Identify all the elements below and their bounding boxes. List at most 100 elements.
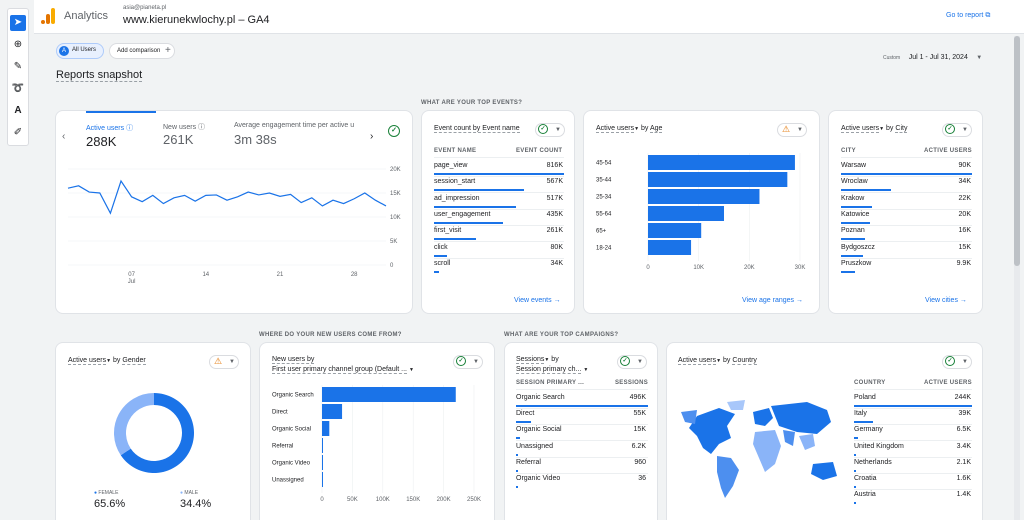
metric-tab-new-users[interactable]: New users ⓘ 261K — [163, 111, 223, 151]
view-cities-link[interactable]: View cities → — [925, 297, 967, 304]
prev-metric-arrow[interactable]: ‹ — [62, 131, 66, 142]
table-row-value: 2.1K — [956, 458, 971, 466]
legend-label: MALE — [184, 490, 199, 496]
table-divider — [854, 456, 972, 458]
table-row-bar — [516, 469, 518, 472]
text-tool-icon[interactable]: A — [14, 105, 22, 116]
age-status-dropdown[interactable]: ⚠ ▼ — [777, 123, 807, 137]
channel-bar-chart: 0 50K 100K 150K 200K 250K Organic Search Direct… — [272, 385, 481, 503]
gender-status-dropdown[interactable]: ⚠ ▼ — [209, 355, 239, 369]
legend-female: ● FEMALE 65.6% — [94, 490, 126, 510]
category-label: 65+ — [596, 229, 607, 235]
table-row-value: 435K — [546, 210, 563, 218]
metric-tab-engagement[interactable]: Average engagement time per active u 3m … — [234, 111, 366, 151]
metric-tab-active-users[interactable]: Active users ⓘ 288K — [86, 111, 156, 151]
next-metric-arrow[interactable]: › — [370, 131, 374, 142]
view-age-ranges-link[interactable]: View age ranges → — [742, 297, 803, 304]
table-row-value: 960 — [634, 458, 646, 466]
pointer-tool-icon[interactable]: ➤ — [10, 15, 26, 31]
campaign-status-dropdown[interactable]: ✓ ▼ — [617, 355, 647, 369]
city-status-dropdown[interactable]: ✓ ▼ — [942, 123, 972, 137]
add-comparison-button[interactable]: Add comparison + — [109, 43, 175, 59]
plus-icon: + — [165, 45, 171, 56]
lasso-tool-icon[interactable]: ➰ — [11, 83, 25, 94]
property-name[interactable]: www.kierunekwlochy.pl – GA4 — [123, 14, 270, 26]
table-row-bar — [854, 453, 856, 456]
table-row-value: 36 — [638, 475, 646, 482]
category-label: Unassigned — [272, 478, 304, 484]
x-tick-label: 14 — [202, 272, 209, 278]
table-row-bar — [516, 437, 520, 440]
x-tick-label: 30K — [795, 265, 806, 271]
table-divider — [434, 241, 564, 243]
table-row-name: Pruszkow — [841, 259, 872, 267]
campaign-col-name: SESSION PRIMARY ... — [516, 380, 585, 386]
metric-label: Average engagement time per active u — [234, 122, 355, 129]
campaign-col-sessions: SESSIONS — [615, 380, 649, 386]
table-row-name: user_engagement — [434, 210, 491, 218]
table-row-name: Unassigned — [516, 442, 553, 450]
table-divider — [854, 408, 972, 409]
scrollbar-thumb[interactable] — [1014, 36, 1020, 266]
country-status-dropdown[interactable]: ✓ ▼ — [942, 355, 972, 369]
table-row-value: 22K — [958, 194, 971, 202]
gender-card-title: Active users▼ by Gender — [68, 357, 146, 365]
x-tick-label: 150K — [406, 497, 420, 503]
info-icon: ⓘ — [126, 125, 134, 132]
table-row-bar — [434, 205, 516, 208]
donut-slice-male — [114, 393, 154, 456]
arrow-right-icon: → — [553, 297, 561, 304]
table-divider — [841, 157, 972, 158]
zoom-tool-icon[interactable]: ⊕ — [13, 39, 23, 50]
highlight-tool-icon[interactable]: ✐ — [13, 127, 23, 138]
go-to-report-link[interactable]: Go to report ⧉ — [946, 12, 990, 20]
view-events-link[interactable]: View events → — [514, 297, 561, 304]
table-row-bar — [841, 270, 856, 273]
category-label: Organic Social — [272, 427, 311, 433]
bar-55-64 — [648, 206, 724, 221]
table-row-bar — [516, 453, 518, 456]
date-range-picker[interactable]: Custom Jul 1 - Jul 31, 2024 ▼ — [883, 46, 987, 61]
table-divider — [841, 208, 972, 210]
table-divider — [854, 440, 972, 442]
table-row-name: Katowice — [841, 210, 870, 218]
table-row-value: 6.2K — [631, 442, 646, 450]
table-divider — [434, 257, 564, 259]
segment-chip[interactable]: A All Users — [56, 43, 104, 59]
table-row-value: 15K — [958, 243, 971, 251]
scrollbar[interactable] — [1014, 36, 1020, 520]
date-custom-label: Custom — [883, 55, 901, 61]
annotation-toolbar: ➤ ⊕ ✎ ➰ A ✐ — [7, 8, 29, 146]
category-label: Referral — [272, 444, 293, 450]
table-divider — [516, 424, 648, 426]
table-divider — [434, 192, 564, 194]
table-row-bar — [434, 221, 503, 224]
campaign-title-1: Sessions▼ by — [516, 356, 559, 364]
chevron-down-icon: ▼ — [637, 359, 643, 365]
table-row-value: 3.4K — [956, 442, 971, 450]
channel-status-dropdown[interactable]: ✓ ▼ — [453, 355, 483, 369]
events-status-dropdown[interactable]: ✓ ▼ — [535, 123, 565, 137]
gender-card: Active users▼ by Gender ⚠ ▼ ● FEMALE 65.… — [55, 342, 251, 520]
metric-value: 288K — [86, 134, 117, 149]
category-label: Direct — [272, 410, 288, 416]
table-divider — [841, 257, 972, 259]
app-title: Analytics — [64, 10, 109, 22]
chevron-down-icon: ▼ — [473, 359, 479, 365]
table-row-name: page_view — [434, 162, 468, 169]
table-row-bar — [841, 189, 891, 192]
arrow-right-icon: → — [795, 297, 803, 304]
x-tick-label: 28 — [351, 272, 358, 278]
pen-tool-icon[interactable]: ✎ — [13, 61, 23, 72]
category-label: 55-64 — [596, 212, 612, 218]
table-row-name: Netherlands — [854, 458, 892, 466]
table-row-name: Referral — [516, 458, 541, 466]
gender-donut-chart — [114, 393, 194, 473]
x-tick-label: 0 — [646, 265, 650, 271]
table-row-value: 34K — [550, 259, 563, 267]
table-divider — [516, 456, 648, 458]
legend-value: 65.6% — [94, 498, 126, 510]
table-row-name: session_start — [434, 178, 476, 186]
table-row-value: 1.6K — [956, 475, 971, 482]
y-tick-label: 0 — [390, 263, 394, 269]
